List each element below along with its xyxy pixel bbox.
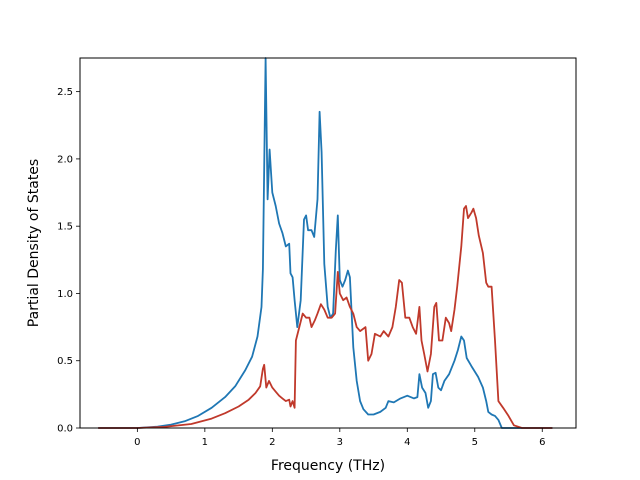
series-line-2: [98, 205, 553, 429]
x-axis-label: Frequency (THz): [271, 458, 385, 474]
x-tick-label: 3: [337, 437, 343, 448]
y-tick-label: 1.5: [57, 222, 73, 233]
y-tick-label: 0.5: [57, 356, 73, 367]
x-tick-label: 5: [472, 437, 478, 448]
x-tick-label: 4: [404, 437, 410, 448]
y-tick-label: 2.0: [57, 154, 73, 165]
y-axis: 0.0 0.5 1.0 1.5 2.0 2.5: [57, 87, 80, 435]
series-layer: [98, 57, 553, 429]
y-tick-label: 1.0: [57, 289, 73, 300]
x-tick-label: 6: [539, 437, 545, 448]
x-axis: 0 1 2 3 4 5 6: [134, 428, 545, 448]
plot-frame: [79, 57, 577, 429]
series-line-1: [98, 57, 553, 429]
x-tick-label: 1: [202, 437, 208, 448]
x-tick-label: 2: [269, 437, 275, 448]
x-tick-label: 0: [134, 437, 140, 448]
y-axis-label: Partial Density of States: [26, 159, 42, 327]
y-tick-label: 0.0: [57, 424, 73, 435]
y-tick-label: 2.5: [57, 87, 73, 98]
